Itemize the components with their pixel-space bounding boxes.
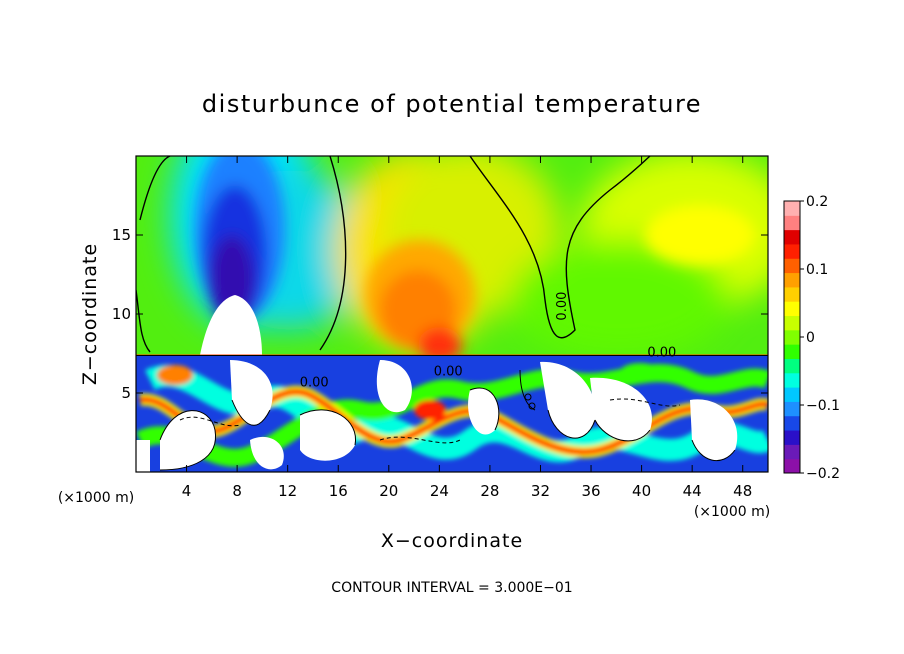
colorbar-segment	[784, 272, 800, 288]
x-axis-ticks: 4 8 12 16 20 24 28 32 36 40 44 48	[182, 156, 752, 500]
colorbar-tick-label: −0.1	[806, 398, 840, 414]
colorbar-segment	[784, 415, 800, 431]
x-tick-label: 28	[480, 482, 499, 500]
contour-label: 0.00	[647, 346, 676, 361]
colorbar-segment	[784, 215, 800, 231]
contour-label: 0.00	[555, 292, 570, 321]
colorbar-segment	[784, 301, 800, 317]
x-axis-title: X−coordinate	[381, 530, 523, 552]
y-axis-title: Z−coordinate	[79, 243, 101, 385]
contour-interval-footer: CONTOUR INTERVAL = 3.000E−01	[331, 580, 572, 596]
x-unit-label: (×1000 m)	[694, 504, 770, 520]
x-tick-label: 20	[379, 482, 398, 500]
contour-label: 0.00	[434, 365, 463, 380]
x-tick-label: 36	[581, 482, 600, 500]
x-tick-label: 12	[278, 482, 297, 500]
x-tick-label: 44	[683, 482, 702, 500]
upper-field	[136, 156, 768, 358]
colorbar-segment	[784, 344, 800, 359]
x-tick-label: 40	[632, 482, 651, 500]
y-tick-label: 5	[121, 384, 131, 402]
colorbar-segments	[784, 201, 800, 474]
colorbar-ticks: 0.2 0.1 0 −0.1 −0.2	[800, 194, 840, 482]
x-tick-label: 48	[733, 482, 752, 500]
colorbar-tick-label: 0	[806, 330, 815, 346]
z-unit-label: (×1000 m)	[58, 490, 134, 506]
x-tick-label: 8	[232, 482, 242, 500]
colorbar-segment	[784, 315, 800, 331]
colorbar: 0.2 0.1 0 −0.1 −0.2	[783, 194, 840, 482]
y-tick-label: 15	[112, 226, 131, 244]
y-tick-label: 10	[112, 305, 131, 323]
colorbar-segment	[784, 229, 800, 245]
colorbar-tick-label: −0.2	[806, 466, 840, 482]
x-tick-label: 24	[430, 482, 449, 500]
colorbar-segment	[784, 201, 800, 216]
colorbar-segment	[784, 258, 800, 274]
y-axis-ticks: 5 10 15	[112, 226, 768, 402]
colorbar-segment	[784, 372, 800, 388]
contour-labels: 0.00 0.00 0.00 0.00	[300, 292, 677, 391]
colorbar-segment	[784, 430, 800, 445]
colorbar-segment	[784, 401, 800, 417]
contour-label: 0.00	[300, 376, 329, 391]
colorbar-segment	[784, 243, 800, 259]
colorbar-tick-label: 0.2	[806, 194, 828, 210]
colorbar-segment	[784, 329, 800, 345]
colorbar-segment	[784, 286, 800, 302]
plot-area: 0.000.000.000.00 4 8 12 16 20 24 28 32 36 40 44 48 …	[112, 155, 769, 500]
x-tick-label: 16	[329, 482, 348, 500]
x-tick-label: 32	[531, 482, 550, 500]
colorbar-tick-label: 0.1	[806, 262, 828, 278]
lower-field	[136, 356, 768, 472]
colorbar-segment	[784, 358, 800, 374]
colorbar-segment	[784, 444, 800, 460]
colorbar-segment	[784, 387, 800, 402]
x-tick-label: 4	[182, 482, 192, 500]
chart-title: disturbunce of potential temperature	[202, 90, 702, 118]
colorbar-segment	[784, 458, 800, 474]
